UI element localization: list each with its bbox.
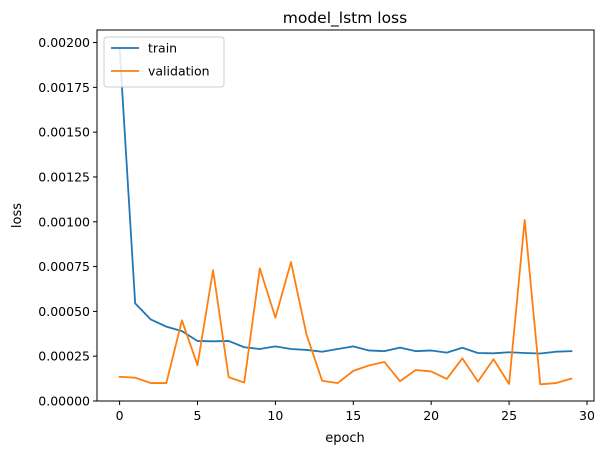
y-tick-label: 0.00025 bbox=[38, 349, 90, 364]
x-tick-label: 0 bbox=[116, 408, 124, 423]
series-line-validation bbox=[118, 219, 573, 386]
plot-area bbox=[96, 29, 595, 402]
y-tick-label: 0.00075 bbox=[38, 259, 90, 274]
y-tick-label: 0.00175 bbox=[38, 80, 90, 95]
legend-label-validation: validation bbox=[148, 64, 210, 79]
y-tick-label: 0.00000 bbox=[38, 394, 90, 409]
x-axis-label: epoch bbox=[325, 431, 365, 446]
plot-frame bbox=[96, 29, 595, 402]
y-tick-label: 0.00125 bbox=[38, 169, 90, 184]
x-tick-label: 25 bbox=[501, 408, 517, 423]
y-tick-label: 0.00050 bbox=[38, 304, 90, 319]
y-tick-label: 0.00150 bbox=[38, 125, 90, 140]
x-tick-label: 10 bbox=[267, 408, 283, 423]
x-axis: 0 5 10 15 20 25 30 bbox=[116, 401, 595, 423]
x-tick-label: 20 bbox=[423, 408, 439, 423]
legend-box bbox=[103, 36, 225, 88]
y-axis-label: loss bbox=[10, 203, 25, 228]
legend-label-train: train bbox=[148, 41, 177, 56]
chart-title: model_lstm loss bbox=[283, 9, 407, 28]
x-tick-label: 30 bbox=[579, 408, 595, 423]
series-line-train bbox=[118, 46, 573, 355]
x-tick-label: 5 bbox=[194, 408, 202, 423]
y-tick-label: 0.00200 bbox=[38, 35, 90, 50]
series-lines bbox=[118, 46, 573, 386]
y-axis: 0.00000 0.00025 0.00050 0.00075 0.00100 0.001… bbox=[38, 35, 97, 409]
x-tick-label: 15 bbox=[345, 408, 361, 423]
legend: train validation bbox=[103, 36, 225, 88]
y-tick-label: 0.00100 bbox=[38, 214, 90, 229]
